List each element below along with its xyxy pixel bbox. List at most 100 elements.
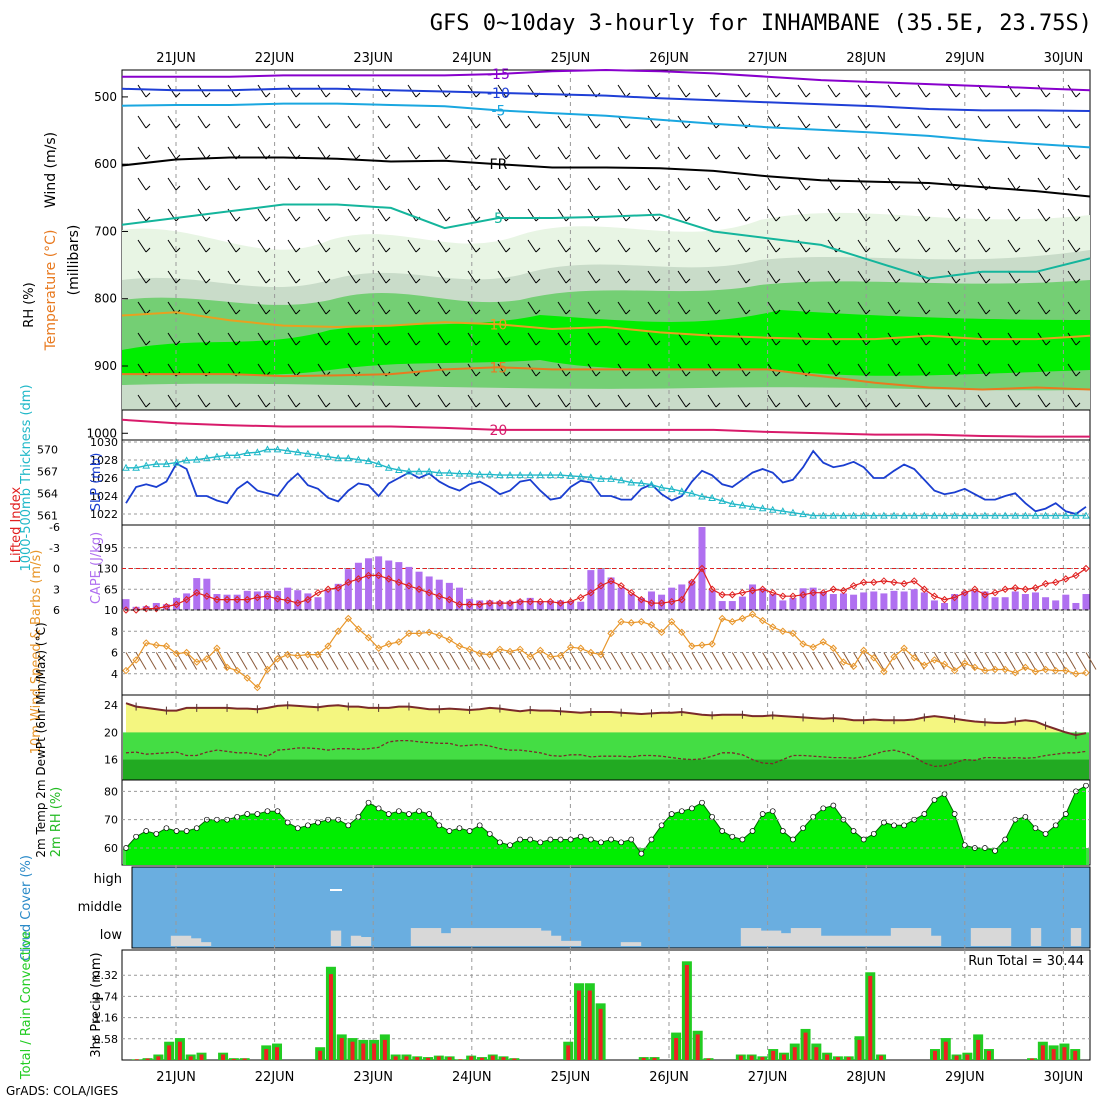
- wind-speed-point: [314, 650, 322, 659]
- rh2m-point: [678, 808, 685, 815]
- cape-bar: [395, 562, 403, 610]
- wind-barb: [677, 84, 687, 98]
- lifted-index-point: [283, 596, 292, 605]
- wind-barb: [587, 146, 597, 160]
- wind-barb: [407, 270, 417, 284]
- wind-barb: [737, 208, 747, 222]
- wind-barb-flag: [505, 123, 511, 129]
- wind-barb-flag: [835, 402, 841, 408]
- thickness-point: [576, 472, 585, 480]
- wind-barb: [197, 177, 207, 191]
- rh2m-point: [274, 808, 281, 815]
- wind-barb-flag: [1045, 216, 1051, 222]
- wind-barb-flag: [955, 216, 961, 222]
- surface-barb: [772, 652, 784, 670]
- wind-barb: [197, 239, 207, 253]
- wind-barb: [977, 363, 987, 377]
- wind-barb-flag: [475, 247, 481, 253]
- precip-convective-bar: [339, 1038, 344, 1060]
- wind-barb: [1067, 115, 1077, 129]
- thickness-point: [617, 476, 626, 484]
- wind-barb: [767, 84, 777, 98]
- wind-barb: [1067, 332, 1077, 346]
- rh2m-point: [901, 822, 907, 829]
- thickness-point: [607, 474, 615, 482]
- wind-barb: [197, 115, 207, 129]
- wind-barb: [497, 332, 507, 346]
- precip-tick-label: 1.16: [94, 1012, 119, 1025]
- precip-convective-bar: [1051, 1049, 1056, 1060]
- wind-barb-flag: [325, 123, 331, 129]
- wind-speed-point: [385, 640, 393, 648]
- wind-barb-flag: [1075, 185, 1081, 191]
- wind-barb: [1007, 239, 1017, 253]
- wind-barb-flag: [715, 278, 721, 284]
- wind-barb: [827, 394, 837, 408]
- wind-barb: [467, 363, 477, 377]
- precip-convective-bar: [803, 1032, 808, 1060]
- cape-bar: [1072, 602, 1080, 610]
- wind-barb-flag: [925, 216, 931, 222]
- low-cloud-bar: [850, 935, 862, 946]
- surface-barb: [731, 652, 743, 670]
- wind-barb-flag: [385, 340, 391, 346]
- thickness-point: [162, 460, 171, 468]
- wind-barb: [977, 146, 987, 160]
- wind-barb: [587, 270, 597, 284]
- rh2m-point: [365, 799, 372, 806]
- wind-barb-flag: [865, 309, 871, 315]
- thickness-point: [637, 479, 646, 487]
- wind-barb: [977, 84, 987, 98]
- lifted-index-point: [597, 582, 605, 590]
- wind-barb: [1067, 84, 1077, 98]
- wind-barb: [1007, 177, 1017, 191]
- cape-bar: [365, 558, 373, 610]
- surface-barb: [448, 652, 460, 670]
- wind-barb-flag: [955, 371, 961, 377]
- rh2m-point: [305, 822, 311, 829]
- wind-barb-flag: [895, 247, 901, 253]
- wind-barb-flag: [205, 92, 211, 98]
- chart-title: GFS 0~10day 3-hourly for INHAMBANE (35.5…: [430, 11, 1092, 36]
- wind-barb-flag: [475, 278, 481, 284]
- rh2m-point: [628, 836, 635, 843]
- rh2m-point: [850, 828, 857, 834]
- wind-barb-flag: [1015, 278, 1021, 284]
- bottom-date-label: 21JUN: [156, 1070, 196, 1085]
- wind-barb: [317, 270, 327, 284]
- wind-barb-flag: [145, 278, 151, 284]
- thickness-point: [708, 493, 716, 501]
- cape-bar: [839, 593, 847, 610]
- precip-convective-bar: [879, 1055, 884, 1060]
- wind-barb-flag: [925, 278, 931, 284]
- wind-barb: [437, 332, 447, 346]
- slp-tick-label: 1030: [90, 436, 118, 449]
- lifted-index-point: [385, 575, 393, 583]
- wind-axis-label: 10m Wind Speed & Barbs (m/s): [29, 550, 44, 755]
- lifted-index-point: [678, 595, 686, 604]
- wind-barb-flag: [175, 123, 181, 129]
- wind-barb-flag: [535, 278, 541, 284]
- wind-barb: [617, 84, 627, 98]
- wind-speed-point: [415, 629, 423, 638]
- surface-barb: [267, 652, 278, 670]
- wind-barb-flag: [445, 216, 451, 222]
- wind-barb-flag: [385, 309, 391, 315]
- pressure-tick-label: 1000: [86, 426, 117, 440]
- rh2m-point: [739, 836, 746, 843]
- lifted-index-point: [122, 606, 130, 614]
- low-cloud-bar: [870, 935, 882, 946]
- wind-speed-point: [526, 653, 534, 661]
- wind-barb-flag: [745, 340, 751, 346]
- low-cloud-bar: [920, 928, 932, 946]
- wind-barb: [467, 239, 477, 253]
- rh2m-point: [183, 828, 190, 834]
- wind-barb-flag: [385, 247, 391, 253]
- wind-barb-flag: [895, 340, 901, 346]
- wind-barb-flag: [235, 340, 241, 346]
- wind-barb-flag: [895, 185, 901, 191]
- lifted-index-point: [657, 599, 666, 607]
- wind-barb-flag: [985, 340, 991, 346]
- wind-barb-flag: [595, 278, 601, 284]
- thickness-tick-label: 564: [37, 488, 58, 501]
